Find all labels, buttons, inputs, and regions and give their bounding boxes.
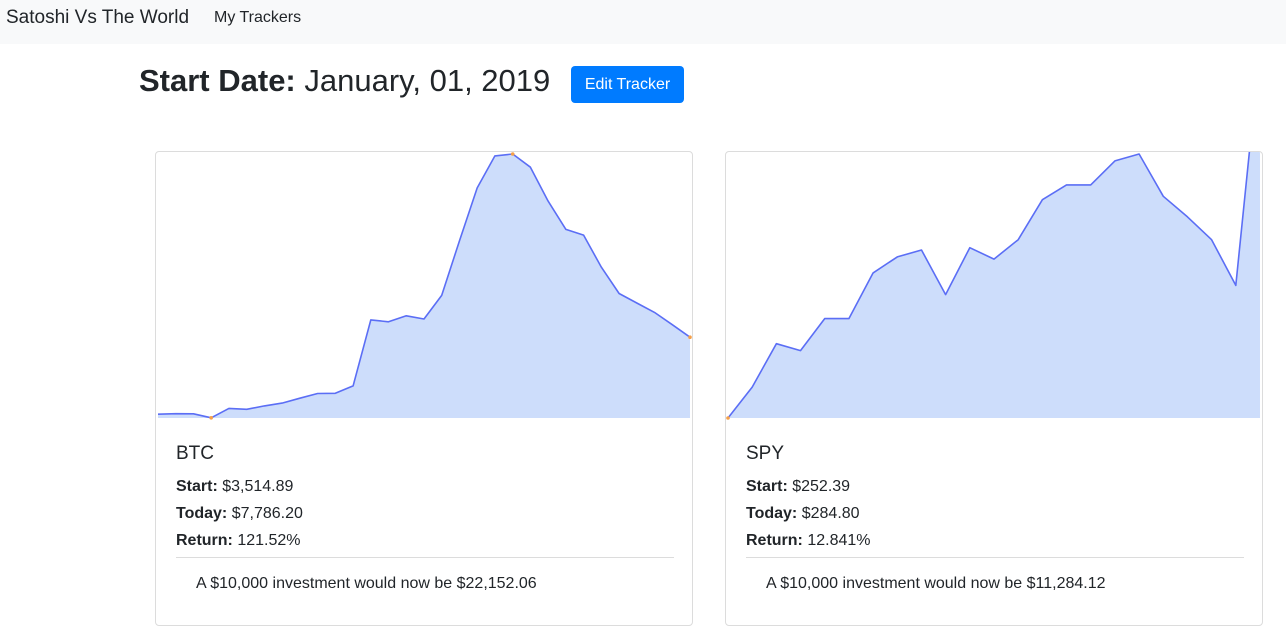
start-price-value: $252.39 — [792, 478, 851, 495]
today-price-value: $284.80 — [801, 505, 860, 522]
ticker-name: SPY — [746, 443, 785, 464]
price-chart-spy — [726, 152, 1260, 420]
chart-point-marker — [688, 335, 692, 339]
start-price: Start: $3,514.89 — [176, 477, 293, 497]
return-percent: Return: 12.841% — [746, 531, 871, 551]
divider — [176, 557, 674, 558]
chart-point-marker — [209, 416, 213, 420]
chart-series-line — [727, 152, 1251, 419]
nav-link-my-trackers[interactable]: My Trackers — [214, 9, 302, 26]
return-percent-value: 121.52% — [237, 532, 301, 549]
today-price-value: $7,786.20 — [231, 505, 303, 522]
edit-tracker-button[interactable]: Edit Tracker — [571, 66, 684, 103]
investment-summary: A $10,000 investment would now be $11,28… — [766, 575, 1106, 592]
return-label: Return: — [176, 532, 233, 549]
price-chart-btc — [157, 152, 692, 420]
page-title: Start Date: January, 01, 2019 — [139, 62, 550, 100]
start-price: Start: $252.39 — [746, 477, 850, 497]
today-price: Today: $284.80 — [746, 504, 860, 524]
chart-area — [728, 152, 1260, 418]
chart-area — [158, 154, 690, 418]
today-price: Today: $7,786.20 — [176, 504, 303, 524]
tracker-card-btc: BTC Start: $3,514.89 Today: $7,786.20 Re… — [155, 151, 693, 626]
divider — [746, 557, 1244, 558]
return-percent: Return: 121.52% — [176, 531, 301, 551]
ticker-name: BTC — [176, 443, 214, 464]
chart-point-marker — [726, 416, 730, 420]
start-date-label: Start Date: — [139, 63, 296, 98]
investment-summary: A $10,000 investment would now be $22,15… — [196, 575, 537, 592]
tracker-card-spy: SPY Start: $252.39 Today: $284.80 Return… — [725, 151, 1263, 626]
chart-series-line — [157, 153, 691, 419]
today-label: Today: — [176, 505, 228, 522]
brand-link[interactable]: Satoshi Vs The World — [6, 7, 190, 28]
navbar: Satoshi Vs The World My Trackers — [0, 0, 1286, 44]
chart-point-marker — [510, 152, 515, 156]
today-label: Today: — [746, 505, 798, 522]
return-label: Return: — [746, 532, 803, 549]
return-percent-value: 12.841% — [807, 532, 871, 549]
start-label: Start: — [746, 478, 788, 495]
start-price-value: $3,514.89 — [222, 478, 294, 495]
start-label: Start: — [176, 478, 218, 495]
start-date-value: January, 01, 2019 — [304, 63, 551, 98]
